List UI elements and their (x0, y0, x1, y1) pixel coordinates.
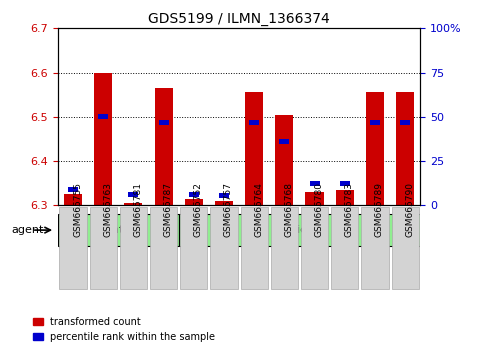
FancyBboxPatch shape (90, 207, 117, 289)
FancyBboxPatch shape (180, 207, 207, 289)
Bar (125, 203, 142, 205)
FancyBboxPatch shape (392, 207, 419, 289)
FancyBboxPatch shape (58, 214, 179, 246)
Text: control: control (99, 225, 138, 235)
Bar (98, 114, 108, 120)
Bar (64, 194, 82, 205)
Bar (366, 92, 384, 205)
Bar (155, 88, 173, 205)
Text: silica: silica (285, 225, 313, 235)
Bar (189, 192, 199, 197)
Text: GSM665781: GSM665781 (133, 182, 142, 237)
Text: GSM665789: GSM665789 (375, 182, 384, 237)
Bar (400, 120, 410, 125)
Bar (219, 193, 229, 198)
Text: agent: agent (12, 225, 44, 235)
FancyBboxPatch shape (59, 207, 86, 289)
Legend: transformed count, percentile rank within the sample: transformed count, percentile rank withi… (29, 313, 219, 346)
FancyBboxPatch shape (271, 207, 298, 289)
Bar (396, 92, 414, 205)
Text: GSM665764: GSM665764 (254, 182, 263, 237)
Text: GSM665790: GSM665790 (405, 182, 414, 237)
FancyBboxPatch shape (361, 207, 388, 289)
FancyBboxPatch shape (150, 207, 177, 289)
Bar (310, 181, 320, 186)
Bar (249, 120, 259, 125)
Text: GSM665780: GSM665780 (314, 182, 324, 237)
Text: GSM665783: GSM665783 (345, 182, 354, 237)
FancyBboxPatch shape (179, 214, 420, 246)
FancyBboxPatch shape (211, 207, 238, 289)
Bar (94, 73, 113, 205)
Bar (68, 187, 78, 193)
Bar (185, 199, 203, 205)
Bar (275, 115, 294, 205)
Text: GSM665757: GSM665757 (224, 182, 233, 237)
Text: GSM665763: GSM665763 (103, 182, 112, 237)
Text: GSM665755: GSM665755 (73, 182, 82, 237)
Bar (245, 92, 263, 205)
Title: GDS5199 / ILMN_1366374: GDS5199 / ILMN_1366374 (148, 12, 330, 26)
Bar (370, 120, 380, 125)
FancyBboxPatch shape (331, 207, 358, 289)
FancyBboxPatch shape (301, 207, 328, 289)
Bar (215, 201, 233, 205)
FancyBboxPatch shape (120, 207, 147, 289)
Bar (128, 192, 139, 197)
Text: GSM665787: GSM665787 (164, 182, 172, 237)
Bar (306, 192, 324, 205)
Text: GSM665768: GSM665768 (284, 182, 293, 237)
Bar (279, 138, 289, 144)
Bar (340, 181, 350, 186)
Bar (336, 190, 354, 205)
FancyBboxPatch shape (241, 207, 268, 289)
Text: GSM665752: GSM665752 (194, 182, 203, 237)
Bar (158, 120, 169, 125)
